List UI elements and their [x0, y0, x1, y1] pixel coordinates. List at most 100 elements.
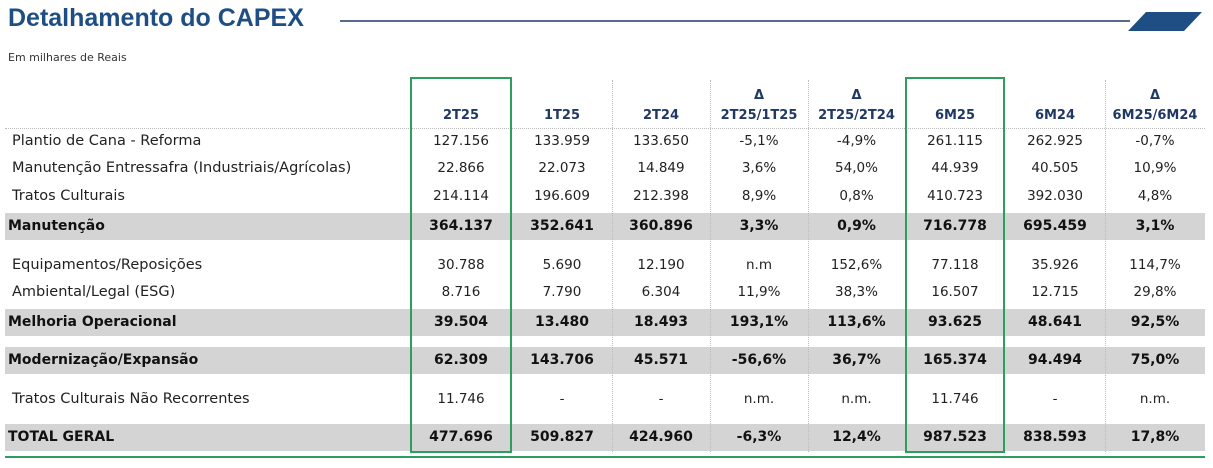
- cell: 113,6%: [827, 314, 886, 330]
- column-header: Δ 2T25/2T24: [818, 88, 895, 123]
- cell: 165.374: [923, 352, 987, 368]
- cell: 987.523: [923, 429, 987, 445]
- cell: 22.073: [538, 160, 586, 176]
- header-rule: [5, 128, 1205, 129]
- row-label: Plantio de Cana - Reforma: [12, 133, 202, 149]
- cell: 44.939: [931, 160, 979, 176]
- row-label: Tratos Culturais: [12, 188, 125, 204]
- cell: 93.625: [927, 314, 983, 330]
- column-separator: [808, 80, 809, 452]
- cell: -5,1%: [739, 133, 779, 149]
- cell: 7.790: [542, 284, 582, 300]
- cell: 45.571: [633, 352, 689, 368]
- row-band: [5, 347, 1205, 374]
- highlight-box: [905, 77, 1005, 453]
- row-label: Modernização/Expansão: [8, 352, 199, 368]
- cell: 3,1%: [1135, 218, 1175, 234]
- cell: -: [658, 391, 664, 407]
- cell: 0,8%: [839, 188, 874, 204]
- cell: 477.696: [429, 429, 493, 445]
- highlight-box: [410, 77, 512, 453]
- cell: 392.030: [1027, 188, 1083, 204]
- cell: 18.493: [633, 314, 689, 330]
- cell: 36,7%: [832, 352, 881, 368]
- column-header: 6M24: [1034, 108, 1076, 123]
- cell: 695.459: [1023, 218, 1087, 234]
- row-band: [5, 424, 1205, 451]
- row-label: Melhoria Operacional: [8, 314, 177, 330]
- column-header: 6M25: [934, 108, 976, 123]
- cell: n.m.: [1139, 391, 1171, 407]
- cell: -0,7%: [1135, 133, 1175, 149]
- row-label: Tratos Culturais Não Recorrentes: [12, 391, 250, 407]
- cell: 62.309: [433, 352, 489, 368]
- column-header: Δ 2T25/1T25: [720, 88, 798, 123]
- cell: 92,5%: [1130, 314, 1180, 330]
- row-label: Equipamentos/Reposições: [12, 257, 203, 273]
- cell: 30.788: [437, 257, 485, 273]
- cell: 11,9%: [737, 284, 781, 300]
- cell: 212.398: [633, 188, 689, 204]
- cell: 509.827: [530, 429, 594, 445]
- cell: 12.715: [1031, 284, 1079, 300]
- cell: 193,1%: [729, 314, 789, 330]
- row-band: [5, 309, 1205, 336]
- row-label: Ambiental/Legal (ESG): [12, 284, 176, 300]
- cell: 262.925: [1027, 133, 1083, 149]
- column-header: 2T24: [642, 108, 679, 123]
- cell: 364.137: [429, 218, 493, 234]
- column-header: 1T25: [543, 108, 580, 123]
- cell: n.m.: [743, 391, 775, 407]
- cell: 75,0%: [1130, 352, 1180, 368]
- cell: 152,6%: [830, 257, 883, 273]
- cell: 360.896: [629, 218, 693, 234]
- cell: 4,8%: [1137, 188, 1173, 204]
- cell: 39.504: [433, 314, 489, 330]
- cell: 77.118: [931, 257, 979, 273]
- cell: 29,8%: [1133, 284, 1177, 300]
- cell: 838.593: [1023, 429, 1087, 445]
- cell: 143.706: [530, 352, 594, 368]
- cell: 16.507: [931, 284, 979, 300]
- title-decoration: [340, 12, 1202, 31]
- cell: 214.114: [433, 188, 489, 204]
- cell: 35.926: [1031, 257, 1079, 273]
- cell: 196.609: [534, 188, 590, 204]
- cell: 48.641: [1027, 314, 1083, 330]
- cell: 38,3%: [835, 284, 878, 300]
- column-separator: [710, 80, 711, 452]
- cell: 352.641: [530, 218, 594, 234]
- cell: 261.115: [927, 133, 983, 149]
- cell: 22.866: [437, 160, 485, 176]
- cell: 54,0%: [835, 160, 878, 176]
- cell: 94.494: [1027, 352, 1083, 368]
- row-label: Manutenção Entressafra (Industriais/Agrí…: [12, 160, 352, 176]
- cell: 114,7%: [1129, 257, 1181, 273]
- cell: 0,9%: [837, 218, 876, 234]
- cell: 6.304: [641, 284, 681, 300]
- cell: n.m.: [841, 391, 872, 407]
- row-label: Manutenção: [8, 218, 105, 234]
- column-header: Δ 6M25/6M24: [1112, 88, 1198, 123]
- cell: 3,6%: [741, 160, 777, 176]
- cell: 13.480: [534, 314, 590, 330]
- cell: 133.650: [633, 133, 689, 149]
- cell: 410.723: [927, 188, 983, 204]
- cell: 716.778: [923, 218, 987, 234]
- row-label: TOTAL GERAL: [8, 429, 115, 445]
- cell: 12.190: [637, 257, 685, 273]
- column-separator: [1105, 80, 1106, 452]
- cell: 11.746: [931, 391, 979, 407]
- cell: n.m: [746, 257, 772, 273]
- cell: 14.849: [637, 160, 685, 176]
- column-header: 2T25: [442, 108, 479, 123]
- cell: 5.690: [542, 257, 582, 273]
- cell: -: [1052, 391, 1058, 407]
- column-separator: [612, 80, 613, 452]
- cell: -: [559, 391, 565, 407]
- cell: 3,3%: [739, 218, 779, 234]
- cell: 11.746: [437, 391, 485, 407]
- cell: 8.716: [441, 284, 481, 300]
- cell: 12,4%: [832, 429, 881, 445]
